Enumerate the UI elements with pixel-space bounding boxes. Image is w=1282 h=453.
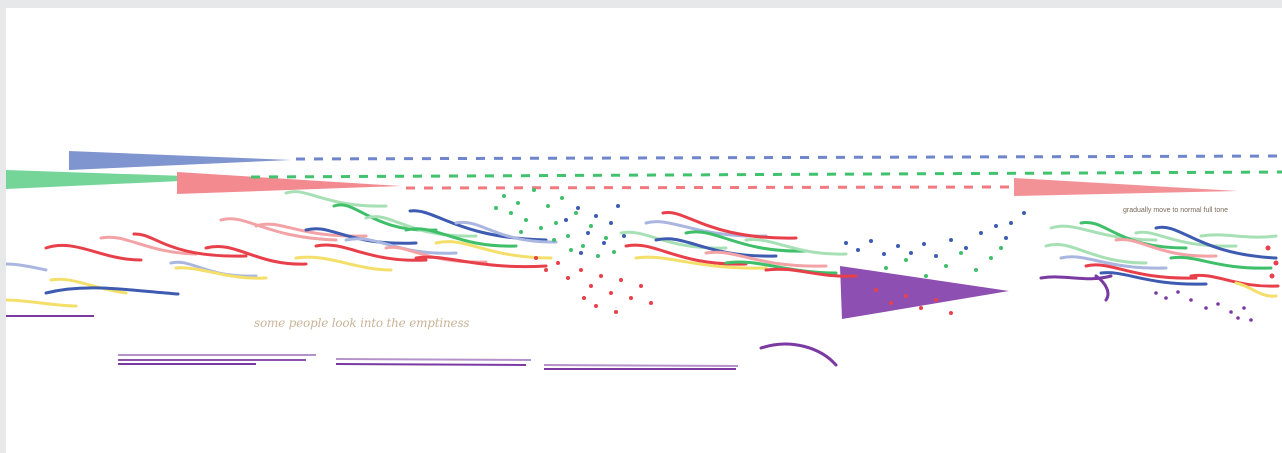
- dot-clusters: [494, 188, 1279, 322]
- blue-dashed-line: [295, 154, 1282, 161]
- red-wedge-left: [177, 172, 401, 194]
- score-annotation: gradually move to normal full tone: [1123, 207, 1229, 214]
- curve-strokes: [6, 190, 1280, 367]
- tempo-wedges: [6, 151, 1238, 319]
- score-caption: some people look into the emptiness: [254, 316, 470, 330]
- red-wedge-right: [1014, 178, 1238, 196]
- green-wedge: [6, 170, 246, 189]
- graphic-score: [6, 151, 1282, 370]
- purple-fade-lines: [6, 315, 739, 370]
- purple-wedge: [840, 266, 1009, 319]
- blue-wedge: [69, 151, 291, 170]
- green-dashed-line: [250, 170, 1282, 179]
- dashed-lines: [250, 154, 1282, 190]
- red-dashed-line: [405, 185, 1017, 190]
- score-canvas: some people look into the emptiness grad…: [6, 8, 1282, 453]
